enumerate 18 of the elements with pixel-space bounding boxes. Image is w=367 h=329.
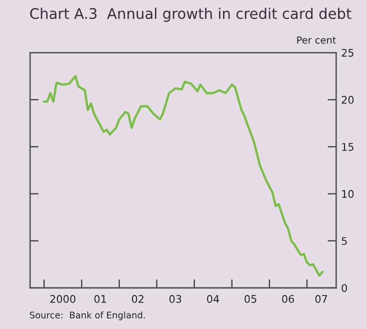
y-axis-title: Per cent bbox=[297, 36, 336, 44]
y-tick-label: 10 bbox=[342, 190, 354, 198]
x-tick-label: 03 bbox=[169, 295, 182, 303]
x-tick-label: 06 bbox=[282, 295, 294, 303]
x-tick-label: 07 bbox=[315, 295, 327, 303]
x-tick-label: 02 bbox=[132, 295, 144, 303]
line-series bbox=[42, 75, 324, 277]
y-tick-label: 20 bbox=[342, 96, 354, 104]
x-tick-label: 04 bbox=[207, 295, 220, 303]
x-tick-label: 05 bbox=[244, 295, 256, 303]
y-tick-label: 25 bbox=[342, 48, 354, 57]
source-note: Source: Bank of England. bbox=[30, 311, 145, 320]
y-tick-label: 15 bbox=[342, 143, 354, 151]
chart-title: Chart A.3 Annual growth in credit card debt bbox=[30, 8, 352, 22]
x-tick-label: 2000 bbox=[50, 295, 76, 303]
y-tick-label: 0 bbox=[342, 284, 347, 292]
y-tick-label: 5 bbox=[342, 237, 347, 245]
x-tick-label: 01 bbox=[94, 295, 106, 303]
